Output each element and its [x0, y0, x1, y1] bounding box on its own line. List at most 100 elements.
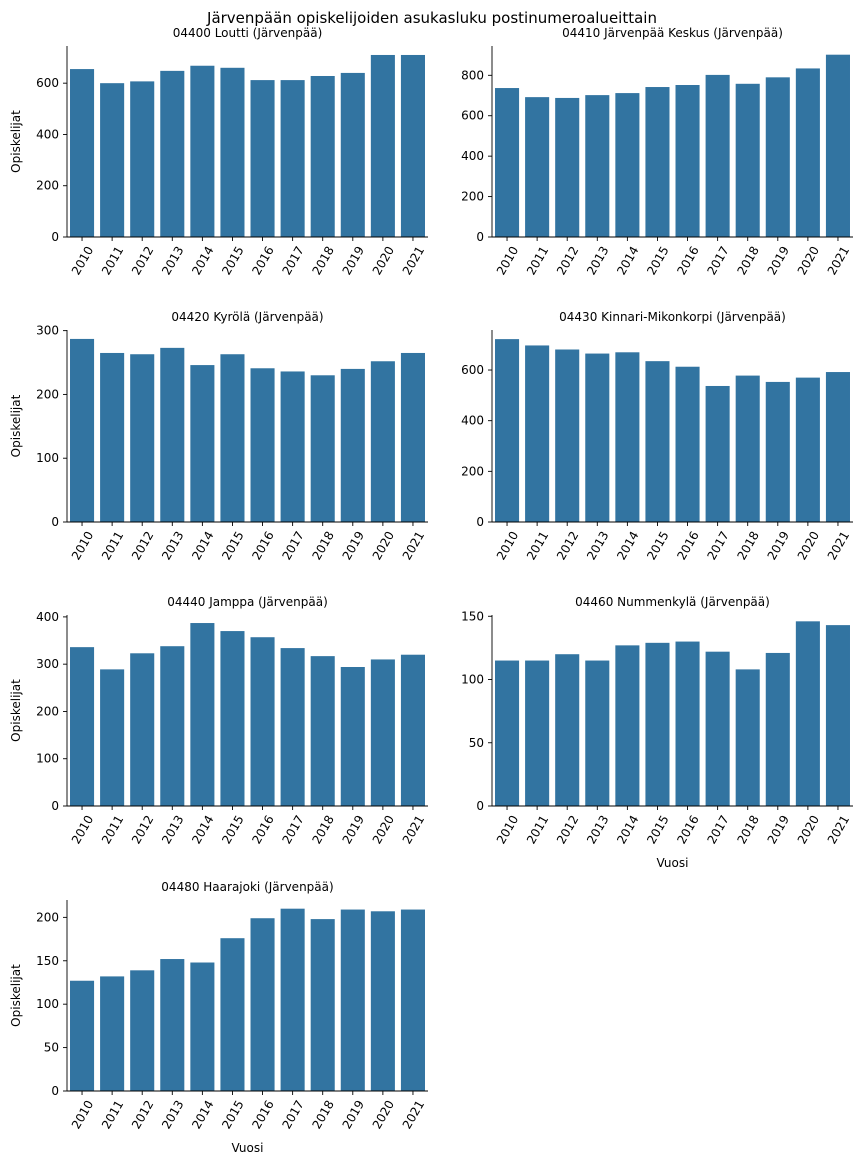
bar — [555, 349, 580, 522]
bar — [495, 660, 520, 806]
bar — [825, 625, 850, 806]
bar — [310, 75, 335, 237]
panel-title: 04430 Kinnari-Mikonkorpi (Järvenpää) — [559, 310, 786, 324]
x-tick-label: 2011 — [99, 244, 126, 277]
bar — [615, 93, 640, 237]
x-tick-label: 2013 — [159, 813, 186, 846]
y-tick-label: 600 — [36, 76, 59, 90]
bar — [370, 659, 395, 806]
x-tick-label: 2020 — [795, 813, 822, 846]
y-tick-label: 0 — [476, 799, 484, 813]
y-tick-label: 50 — [44, 1041, 59, 1055]
bar — [705, 74, 730, 237]
x-tick-label: 2021 — [400, 1098, 427, 1131]
x-tick-label: 2021 — [825, 813, 852, 846]
bar — [645, 642, 670, 806]
x-tick-label: 2018 — [735, 529, 762, 562]
x-tick-label: 2018 — [735, 244, 762, 277]
bar — [220, 67, 245, 237]
bar — [795, 621, 820, 806]
bar — [70, 647, 95, 806]
bar — [555, 654, 580, 806]
x-tick-label: 2014 — [189, 1098, 216, 1131]
bar — [310, 919, 335, 1091]
y-tick-label: 0 — [51, 1084, 59, 1098]
x-tick-label: 2011 — [524, 244, 551, 277]
bar — [825, 372, 850, 522]
y-axis-label: Opiskelijat — [9, 394, 23, 457]
bar — [795, 68, 820, 237]
bar — [495, 339, 520, 522]
bar — [100, 352, 125, 522]
x-tick-label: 2020 — [370, 529, 397, 562]
x-tick-label: 2019 — [765, 813, 792, 846]
x-tick-label: 2013 — [159, 1098, 186, 1131]
bar — [735, 669, 760, 806]
bar — [130, 81, 155, 237]
bar — [70, 338, 95, 522]
chart-panel: 04460 Nummenkylä (Järvenpää) 0 50 100 150 201… — [461, 595, 853, 870]
bar — [280, 648, 305, 806]
bar — [340, 909, 365, 1091]
bar — [100, 976, 125, 1091]
bar — [765, 652, 790, 806]
y-tick-label: 200 — [461, 190, 484, 204]
x-tick-label: 2015 — [219, 1098, 246, 1131]
x-tick-label: 2017 — [704, 529, 731, 562]
x-tick-label: 2015 — [644, 529, 671, 562]
y-tick-label: 800 — [461, 68, 484, 82]
bar — [735, 83, 760, 237]
x-axis-label: Vuosi — [657, 856, 689, 870]
panel-title: 04400 Loutti (Järvenpää) — [173, 26, 323, 40]
y-tick-label: 100 — [36, 997, 59, 1011]
y-axis-label: Opiskelijat — [9, 679, 23, 742]
x-tick-label: 2019 — [765, 529, 792, 562]
bar — [615, 352, 640, 522]
x-tick-label: 2012 — [554, 244, 581, 277]
bar — [555, 97, 580, 238]
bar — [190, 365, 215, 522]
bar — [250, 80, 275, 237]
bar — [340, 667, 365, 806]
x-tick-label: 2018 — [735, 813, 762, 846]
y-tick-label: 50 — [469, 736, 484, 750]
y-tick-label: 150 — [461, 609, 484, 623]
x-tick-label: 2019 — [765, 244, 792, 277]
x-tick-label: 2020 — [370, 244, 397, 277]
bar — [340, 368, 365, 522]
bar — [525, 660, 550, 806]
y-tick-label: 200 — [36, 704, 59, 718]
y-tick-label: 200 — [36, 387, 59, 401]
x-tick-label: 2016 — [674, 813, 701, 846]
panel-title: 04440 Jamppa (Järvenpää) — [167, 595, 328, 609]
panel-title: 04480 Haarajoki (Järvenpää) — [161, 880, 333, 894]
x-tick-label: 2016 — [674, 244, 701, 277]
bar — [160, 959, 185, 1091]
bar — [585, 353, 610, 522]
x-tick-label: 2013 — [584, 529, 611, 562]
x-tick-label: 2019 — [340, 813, 367, 846]
y-tick-label: 300 — [36, 324, 59, 338]
bar — [280, 80, 305, 237]
bar — [675, 366, 700, 522]
bar — [190, 623, 215, 806]
x-tick-label: 2021 — [400, 529, 427, 562]
bar — [400, 54, 425, 237]
bar — [370, 54, 395, 237]
bar — [675, 641, 700, 806]
bar — [160, 347, 185, 522]
x-tick-label: 2018 — [310, 529, 337, 562]
x-tick-label: 2015 — [644, 813, 671, 846]
y-tick-label: 200 — [461, 464, 484, 478]
bar — [100, 669, 125, 806]
x-tick-label: 2017 — [279, 529, 306, 562]
x-tick-label: 2011 — [99, 529, 126, 562]
x-tick-label: 2018 — [310, 1098, 337, 1131]
bar — [250, 637, 275, 806]
bar — [400, 352, 425, 522]
x-tick-label: 2010 — [69, 1098, 96, 1131]
x-tick-label: 2016 — [249, 244, 276, 277]
panel-title: 04460 Nummenkylä (Järvenpää) — [575, 595, 770, 609]
